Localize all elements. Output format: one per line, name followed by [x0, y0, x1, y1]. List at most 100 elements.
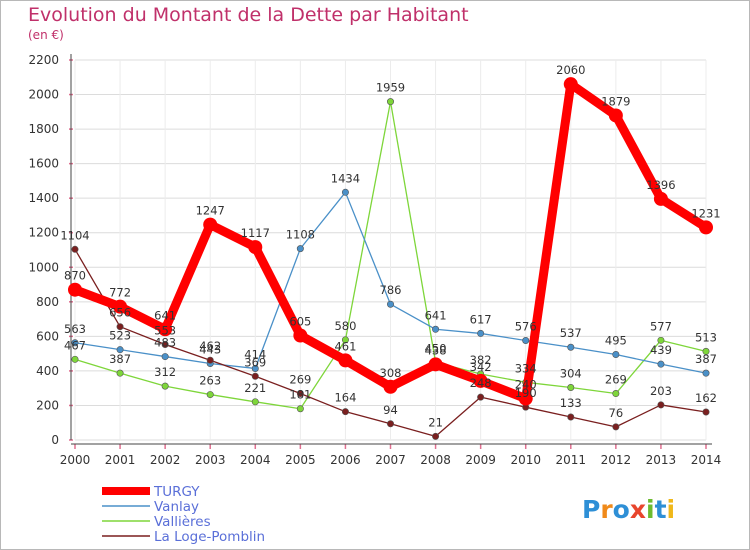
y-tick-label: 1200: [28, 226, 59, 240]
data-label: 181: [289, 388, 311, 402]
data-label: 577: [650, 319, 672, 333]
data-label: 641: [154, 308, 176, 322]
data-label: 269: [605, 373, 627, 387]
data-point: [432, 325, 440, 333]
data-point: [71, 355, 79, 363]
data-label: 537: [560, 326, 582, 340]
data-point: [71, 339, 79, 347]
data-label: 772: [109, 286, 131, 300]
data-point: [206, 391, 214, 399]
data-point: [248, 240, 263, 255]
data-point: [612, 423, 620, 431]
data-label: 580: [334, 319, 356, 333]
data-label: 1879: [601, 94, 630, 108]
data-label: 467: [64, 338, 86, 352]
data-point: [567, 343, 575, 351]
x-tick-label: 2002: [150, 453, 181, 467]
data-label: 387: [109, 352, 131, 366]
data-label: 369: [244, 355, 266, 369]
data-label: 414: [244, 347, 266, 361]
data-point: [341, 188, 349, 196]
data-point: [386, 300, 394, 308]
data-point: [341, 408, 349, 416]
data-point: [161, 353, 169, 361]
y-tick-label: 1000: [28, 260, 59, 274]
data-point: [251, 372, 259, 380]
data-label: 1104: [60, 228, 89, 242]
data-label: 605: [289, 315, 311, 329]
data-label: 1959: [376, 81, 405, 95]
data-point: [473, 373, 488, 388]
y-tick-label: 1800: [28, 122, 59, 136]
data-label: 133: [560, 396, 582, 410]
data-point: [657, 336, 665, 344]
data-point: [158, 322, 173, 337]
data-label: 342: [470, 360, 492, 374]
data-point: [341, 336, 349, 344]
data-point: [386, 98, 394, 106]
data-label: 563: [64, 322, 86, 336]
data-point: [206, 356, 214, 364]
x-tick-label: 2013: [646, 453, 677, 467]
x-tick-label: 2011: [556, 453, 587, 467]
data-label: 523: [109, 329, 131, 343]
data-point: [161, 340, 169, 348]
data-point: [296, 245, 304, 253]
data-label: 1434: [331, 171, 360, 185]
data-point: [116, 369, 124, 377]
data-label: 870: [64, 269, 86, 283]
data-label: 495: [605, 334, 627, 348]
data-point: [113, 299, 128, 314]
data-point: [657, 360, 665, 368]
data-label: 94: [383, 403, 398, 417]
x-tick-label: 2009: [465, 453, 496, 467]
data-label: 461: [334, 339, 356, 353]
x-tick-label: 2012: [601, 453, 632, 467]
data-label: 203: [650, 384, 672, 398]
data-labels: 870 772 641 1247 1117 605 461 308 438 342 240 2060 1…: [60, 63, 720, 429]
data-point: [161, 382, 169, 390]
data-label: 162: [695, 391, 717, 405]
data-label: 641: [425, 308, 447, 322]
x-tick-label: 2000: [60, 453, 91, 467]
data-label: 21: [428, 415, 443, 429]
data-label: 248: [470, 376, 492, 390]
data-point: [563, 77, 578, 92]
y-tick-label: 200: [36, 398, 59, 412]
data-label: 1117: [241, 226, 270, 240]
data-label: 656: [109, 306, 131, 320]
data-point: [518, 391, 533, 406]
data-label: 308: [380, 366, 402, 380]
data-point: [428, 357, 443, 372]
y-tick-label: 600: [36, 329, 59, 343]
data-point: [567, 413, 575, 421]
data-point: [386, 420, 394, 428]
x-tick-label: 2006: [330, 453, 361, 467]
series-lines: [68, 77, 713, 440]
data-label: 462: [199, 339, 221, 353]
data-label: 1247: [196, 204, 225, 218]
data-label: 190: [515, 386, 537, 400]
data-label: 387: [695, 352, 717, 366]
legend-label: Vanlay: [154, 499, 199, 515]
data-point: [699, 220, 713, 235]
y-tick-label: 0: [51, 433, 59, 447]
data-label: 617: [470, 312, 492, 326]
data-label: 439: [650, 343, 672, 357]
data-point: [338, 353, 353, 368]
data-label: 240: [515, 378, 537, 392]
data-point: [612, 390, 620, 398]
data-point: [522, 337, 530, 345]
x-tick-label: 2008: [420, 453, 451, 467]
data-point: [477, 393, 485, 401]
data-point: [608, 108, 623, 123]
data-point: [657, 401, 665, 409]
data-point: [251, 398, 259, 406]
data-label: 1231: [691, 206, 720, 220]
chart-subtitle: (en €): [28, 28, 64, 42]
y-tick-label: 2000: [28, 88, 59, 102]
chart-title: Evolution du Montant de la Dette par Hab…: [28, 4, 469, 26]
x-tick-label: 2010: [510, 453, 541, 467]
data-point: [702, 347, 710, 355]
